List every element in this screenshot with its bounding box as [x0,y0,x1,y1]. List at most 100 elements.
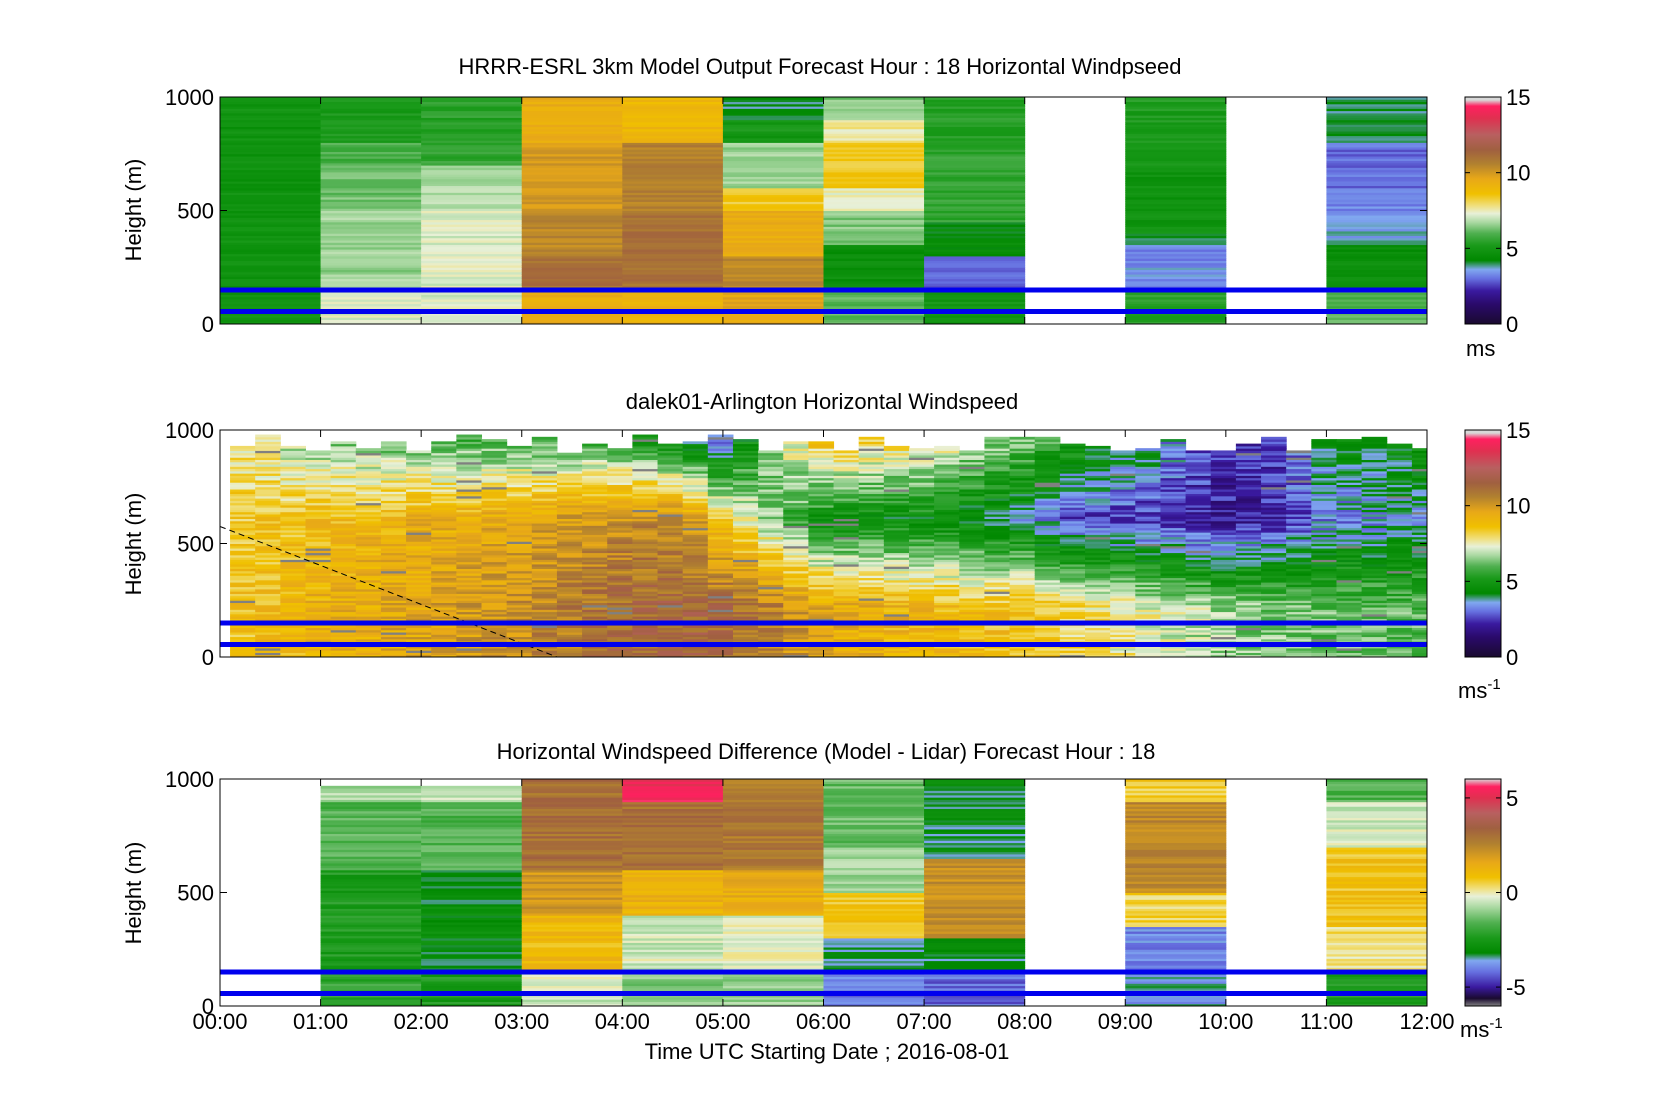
heat-cell [556,527,583,531]
heat-cell [481,443,508,447]
heat-cell [924,294,1026,298]
panel-model-title: HRRR-ESRL 3km Model Output Forecast Hour… [458,54,1181,79]
heat-cell [934,452,960,456]
heat-cell [1261,504,1287,508]
heat-cell [934,607,960,610]
heat-cell [320,165,422,168]
heat-cell [280,582,306,585]
heat-cell [732,568,759,572]
heat-cell [722,149,824,152]
heat-cell [1210,509,1237,513]
heat-cell [959,484,985,488]
heat-cell [622,103,724,107]
heat-cell [1160,464,1187,467]
heat-cell [1235,579,1262,583]
heat-cell [722,171,824,175]
heat-cell [320,224,422,227]
heat-cell [1034,452,1061,456]
heat-cell [1085,593,1111,597]
heat-cell [1160,566,1187,569]
heat-cell [959,511,985,515]
heat-cell [421,233,523,236]
heat-cell [833,511,860,515]
heat-cell [1034,632,1061,635]
heat-cell [622,237,724,241]
heat-cell [934,550,960,554]
heat-cell [582,482,608,485]
heat-cell [1160,579,1187,583]
heat-cell [406,593,432,597]
heat-cell [255,647,281,651]
heat-cell [758,482,784,485]
heat-cell [1009,454,1036,458]
heat-cell [582,582,608,585]
heat-cell [456,523,483,526]
heat-cell [1210,647,1237,651]
heat-cell [924,260,1026,264]
heat-cell [682,452,709,456]
heat-cell [1110,604,1136,608]
heat-cell [909,464,935,467]
heat-cell [883,532,910,535]
heat-cell [380,629,407,633]
heat-cell [984,548,1011,551]
heat-cell [521,167,623,171]
heat-cell [707,573,734,576]
heat-cell [722,212,824,216]
heat-cell [732,573,759,576]
heat-cell [1210,586,1237,590]
heat-cell [1261,559,1287,563]
heat-cell [355,450,382,454]
heat-cell [823,240,925,243]
heat-cell [531,513,558,517]
heat-cell [707,457,734,461]
heat-cell [808,525,835,529]
heat-cell [582,502,608,506]
heat-cell [431,486,457,490]
heat-cell [607,550,633,554]
heat-cell [1059,636,1086,640]
heat-cell [959,550,985,554]
heat-cell [305,586,332,590]
heat-cell [632,627,659,631]
heat-cell [858,475,885,479]
heat-cell [1326,146,1427,150]
heat-cell [1125,115,1227,118]
heat-cell [1160,493,1187,497]
heat-cell [883,559,910,563]
heat-cell [924,192,1026,196]
heat-cell [1034,541,1061,544]
heat-cell [1059,634,1086,638]
heat-cell [456,491,483,495]
heat-cell [305,573,332,576]
heat-cell [632,509,659,513]
heat-cell [1125,249,1227,252]
heat-cell [833,466,860,470]
heat-cell [607,591,633,594]
heat-cell [521,135,623,139]
heat-cell [1326,235,1427,239]
heat-cell [984,479,1011,483]
heat-cell [707,627,734,631]
heat-cell [1261,582,1287,585]
heat-cell [607,597,633,601]
heat-cell [722,158,824,162]
heat-cell [531,561,558,565]
heat-cell [984,541,1011,544]
heat-cell [758,477,784,481]
heat-cell [355,516,382,520]
heat-cell [758,616,784,619]
heat-cell [380,570,407,574]
heat-cell [406,627,432,631]
heat-cell [1326,162,1427,166]
heat-cell [330,466,357,470]
heat-cell [732,595,759,599]
heat-cell [280,504,306,508]
heat-cell [924,112,1026,116]
heat-cell [1034,489,1061,492]
heat-cell [280,445,306,449]
heat-cell [1160,504,1187,508]
heat-cell [481,618,508,622]
heat-cell [1135,636,1161,640]
heat-cell [1261,618,1287,622]
